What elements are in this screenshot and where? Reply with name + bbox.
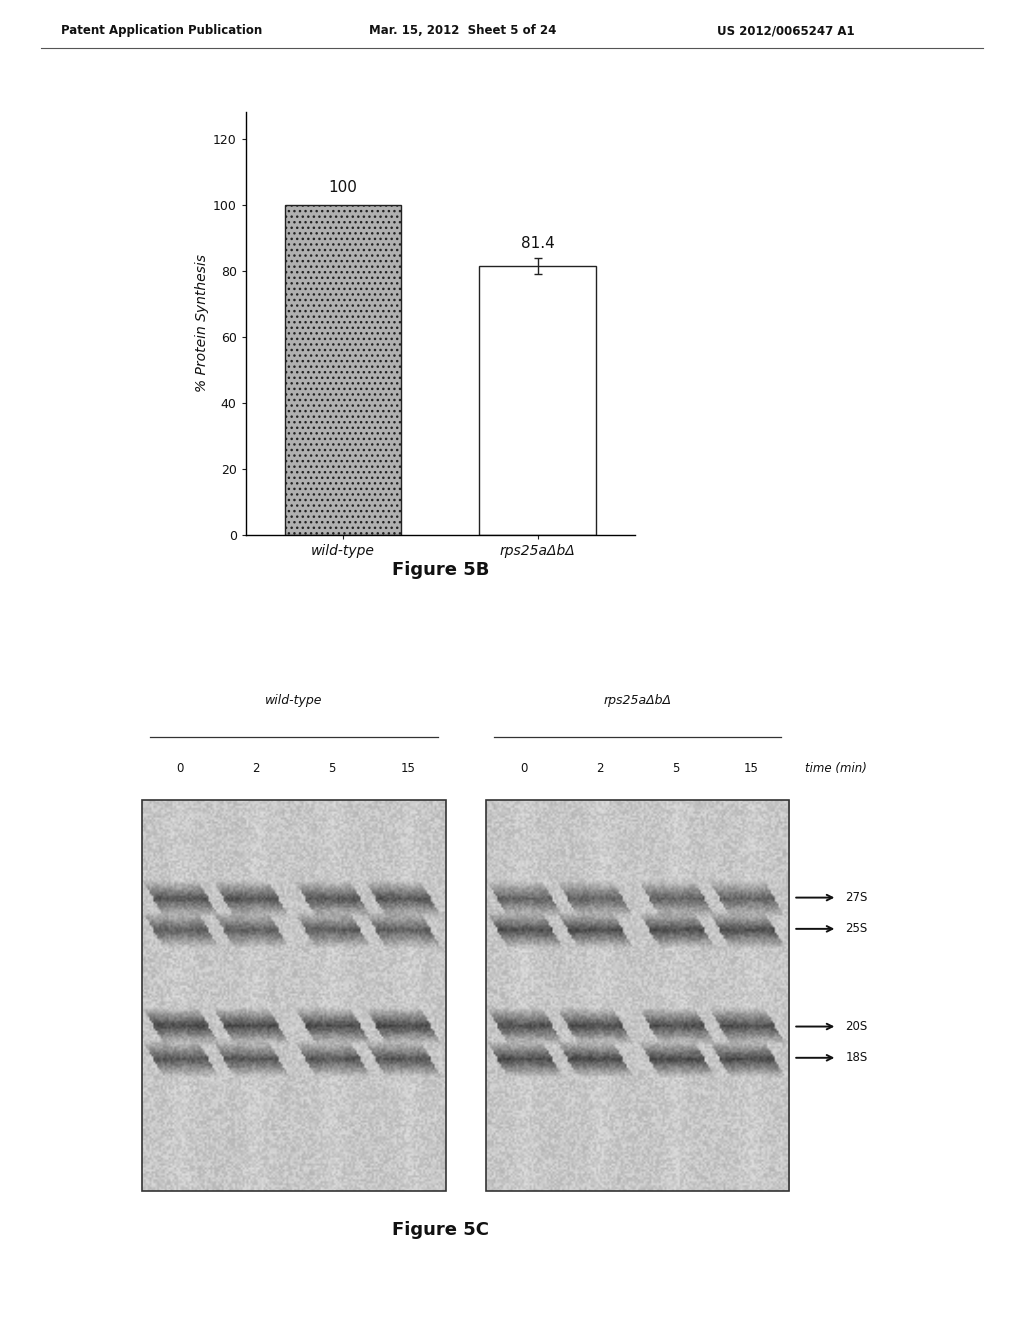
Text: 5: 5 bbox=[329, 762, 336, 775]
Text: 0: 0 bbox=[520, 762, 527, 775]
Text: 81.4: 81.4 bbox=[521, 236, 554, 251]
Text: 15: 15 bbox=[743, 762, 759, 775]
Text: US 2012/0065247 A1: US 2012/0065247 A1 bbox=[717, 24, 854, 37]
Text: wild-type: wild-type bbox=[265, 694, 323, 708]
Text: time (min): time (min) bbox=[805, 762, 867, 775]
Text: 2: 2 bbox=[252, 762, 260, 775]
Text: 20S: 20S bbox=[845, 1020, 867, 1034]
Text: 5: 5 bbox=[672, 762, 679, 775]
Text: Patent Application Publication: Patent Application Publication bbox=[61, 24, 263, 37]
Bar bbox=[485, 800, 790, 1191]
Text: 100: 100 bbox=[329, 180, 357, 195]
Text: Figure 5C: Figure 5C bbox=[392, 1221, 488, 1239]
Text: rps25aΔbΔ: rps25aΔbΔ bbox=[603, 694, 672, 708]
Text: 25S: 25S bbox=[845, 923, 867, 936]
Bar bbox=[285, 205, 401, 535]
Text: 0: 0 bbox=[176, 762, 184, 775]
Text: Figure 5B: Figure 5B bbox=[391, 561, 489, 579]
Text: Mar. 15, 2012  Sheet 5 of 24: Mar. 15, 2012 Sheet 5 of 24 bbox=[369, 24, 556, 37]
Text: 27S: 27S bbox=[845, 891, 867, 904]
Text: 2: 2 bbox=[596, 762, 603, 775]
Bar bbox=[142, 800, 445, 1191]
Text: 18S: 18S bbox=[845, 1051, 867, 1064]
Y-axis label: % Protein Synthesis: % Protein Synthesis bbox=[195, 255, 209, 392]
Text: 15: 15 bbox=[400, 762, 416, 775]
Bar bbox=[479, 267, 596, 535]
